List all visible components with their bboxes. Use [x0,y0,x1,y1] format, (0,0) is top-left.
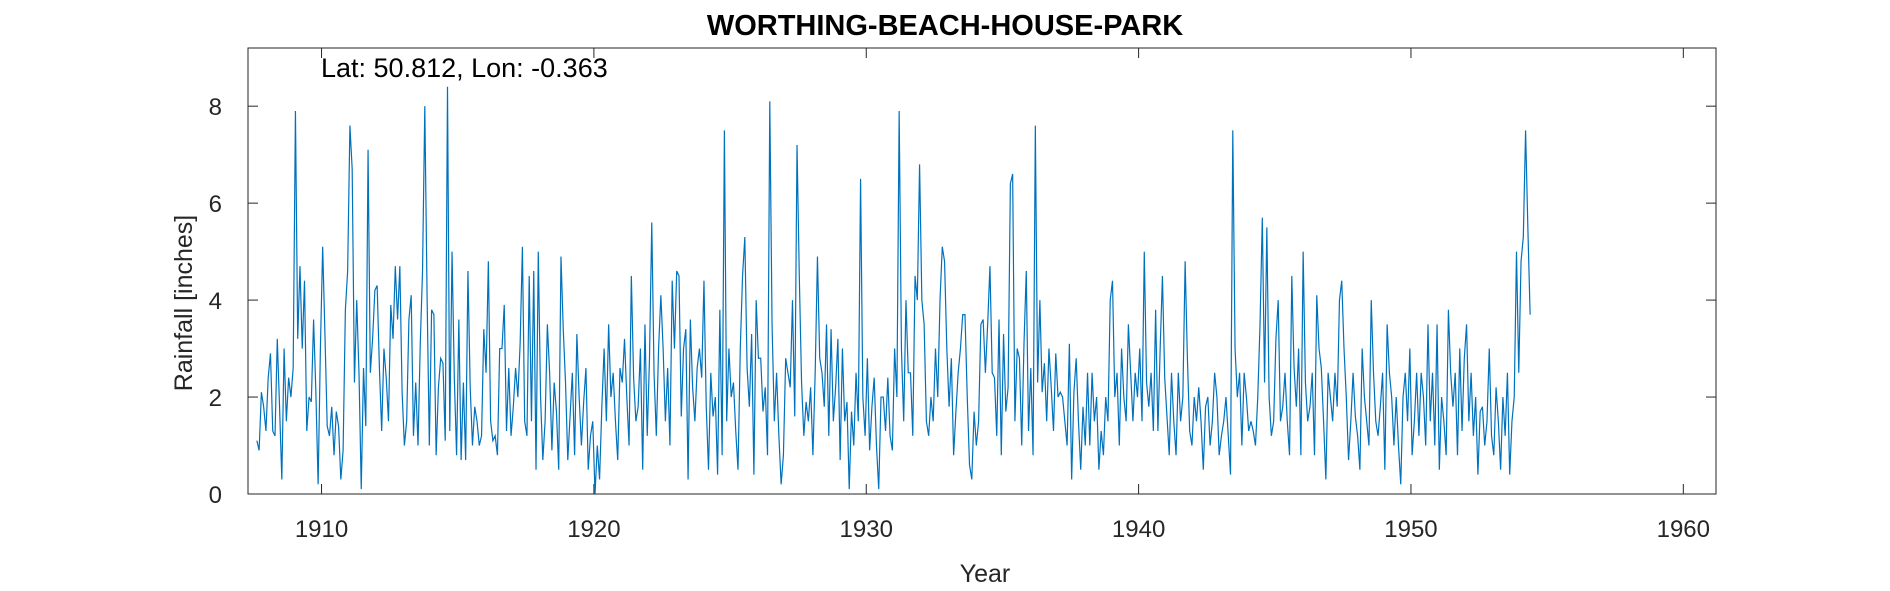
x-axis-label: Year [960,560,1011,588]
plot-area [247,47,1717,495]
y-tick-label: 4 [209,288,222,315]
x-axis: 1910 1920 1930 1940 1950 1960 [295,48,1710,543]
location-annotation: Lat: 50.812, Lon: -0.363 [321,53,608,83]
chart-title: WORTHING-BEACH-HOUSE-PARK [707,10,1183,42]
y-tick-label: 6 [209,191,222,218]
x-tick-label: 1920 [567,516,620,543]
y-tick-label: 8 [209,94,222,121]
x-tick-label: 1950 [1384,516,1437,543]
rainfall-series-line [256,86,1531,495]
y-tick-label: 0 [209,482,222,509]
x-tick-label: 1960 [1657,516,1710,543]
x-tick-label: 1930 [840,516,893,543]
x-tick-label: 1910 [295,516,348,543]
y-tick-label: 2 [209,385,222,412]
y-axis: 0 2 4 6 8 [209,94,1716,509]
x-tick-label: 1940 [1112,516,1165,543]
y-axis-label: Rainfall [inches] [170,215,198,391]
